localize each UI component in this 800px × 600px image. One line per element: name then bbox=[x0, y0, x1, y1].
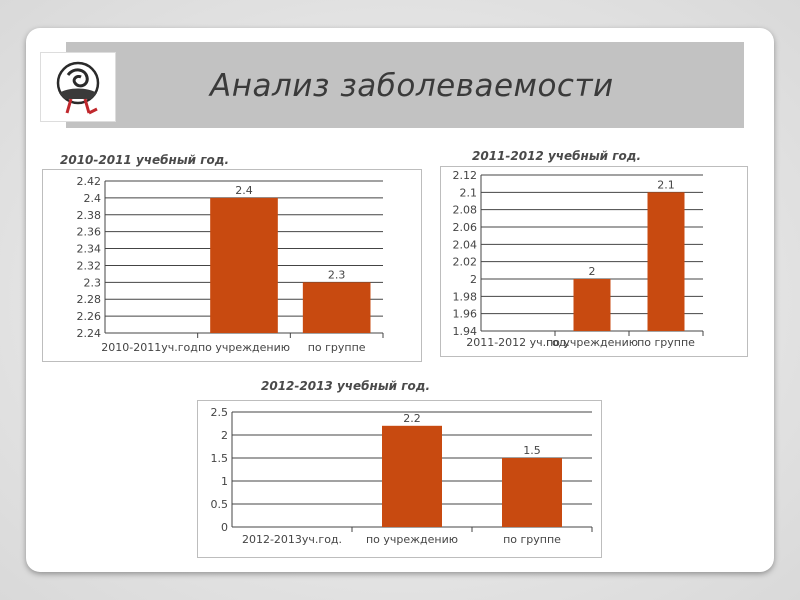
chart-title-2012: 2012-2013 учебный год. bbox=[261, 379, 431, 393]
y-tick-label: 2.32 bbox=[77, 259, 102, 272]
y-tick-label: 1.96 bbox=[453, 308, 478, 321]
y-tick-label: 2.12 bbox=[453, 169, 478, 182]
y-tick-label: 1 bbox=[221, 475, 228, 488]
bar bbox=[210, 197, 278, 333]
y-tick-label: 2.28 bbox=[77, 293, 102, 306]
y-tick-label: 2.42 bbox=[77, 175, 102, 188]
y-tick-label: 2.34 bbox=[77, 243, 102, 256]
y-tick-label: 2.38 bbox=[77, 209, 102, 222]
y-tick-label: 2.24 bbox=[77, 327, 102, 340]
bar bbox=[502, 458, 562, 527]
y-tick-label: 2 bbox=[470, 273, 477, 286]
y-tick-label: 2.3 bbox=[84, 276, 102, 289]
y-tick-label: 2.26 bbox=[77, 310, 102, 323]
y-tick-label: 2.1 bbox=[460, 186, 478, 199]
y-tick-label: 0.5 bbox=[211, 498, 229, 511]
stork-emblem-icon bbox=[56, 61, 100, 115]
y-tick-label: 2.06 bbox=[453, 221, 478, 234]
y-tick-label: 1.5 bbox=[211, 452, 229, 465]
category-label: 2012-2013уч.год. bbox=[242, 533, 342, 546]
category-label: по группе bbox=[503, 533, 561, 546]
data-label: 2.2 bbox=[403, 412, 421, 425]
category-label: по учреждению bbox=[198, 341, 290, 354]
y-tick-label: 2.5 bbox=[211, 406, 229, 419]
data-label: 2.3 bbox=[328, 268, 346, 281]
bar bbox=[573, 279, 611, 331]
logo bbox=[40, 52, 116, 122]
title-bar bbox=[66, 42, 744, 128]
chart-svg-2010: 2.24 2.26 2.28 2.3 2.32 2.34 2.36 2.38 2.4 2.42 20… bbox=[77, 175, 384, 354]
y-tick-label: 2.02 bbox=[453, 256, 478, 269]
data-label: 2.1 bbox=[657, 178, 675, 191]
chart-svg-2012: 0 0.5 1 1.5 2 2.5 2012-2013уч.год. по учреждени… bbox=[211, 406, 593, 546]
chart-2011: 1.94 1.96 1.98 2 2.02 2.04 2.06 2.08 2.1 2.12 2011… bbox=[440, 166, 748, 357]
y-tick-label: 0 bbox=[221, 521, 228, 534]
data-label: 1.5 bbox=[523, 444, 541, 457]
y-tick-label: 1.98 bbox=[453, 290, 478, 303]
y-tick-label: 2 bbox=[221, 429, 228, 442]
chart-svg-2011: 1.941.961.9822.022.042.062.082.12.122011… bbox=[453, 169, 704, 349]
category-label: 2010-2011уч.год. bbox=[101, 341, 201, 354]
chart-title-2011: 2011-2012 учебный год. bbox=[472, 149, 642, 163]
page-title: Анализ заболеваемости bbox=[210, 68, 614, 104]
y-tick-label: 2.36 bbox=[77, 226, 102, 239]
bar bbox=[302, 282, 371, 333]
chart-2012: 0 0.5 1 1.5 2 2.5 2012-2013уч.год. по учреждени… bbox=[197, 400, 602, 558]
category-label: по учреждению bbox=[366, 533, 458, 546]
y-tick-label: 1.94 bbox=[453, 325, 478, 338]
y-tick-label: 2.04 bbox=[453, 238, 478, 251]
y-tick-label: 2.08 bbox=[453, 204, 478, 217]
bar bbox=[647, 192, 685, 331]
data-label: 2 bbox=[589, 265, 596, 278]
y-tick-label: 2.4 bbox=[84, 192, 102, 205]
category-label: по группе bbox=[308, 341, 366, 354]
category-label: 2011-2012 уч.год. bbox=[466, 336, 570, 349]
data-label: 2.4 bbox=[235, 184, 253, 197]
bar bbox=[382, 425, 442, 527]
category-label: по группе bbox=[637, 336, 695, 349]
chart-title-2010: 2010-2011 учебный год. bbox=[60, 153, 230, 167]
chart-2010: 2.24 2.26 2.28 2.3 2.32 2.34 2.36 2.38 2.4 2.42 20… bbox=[42, 169, 422, 362]
category-label: по учреждению bbox=[546, 336, 638, 349]
